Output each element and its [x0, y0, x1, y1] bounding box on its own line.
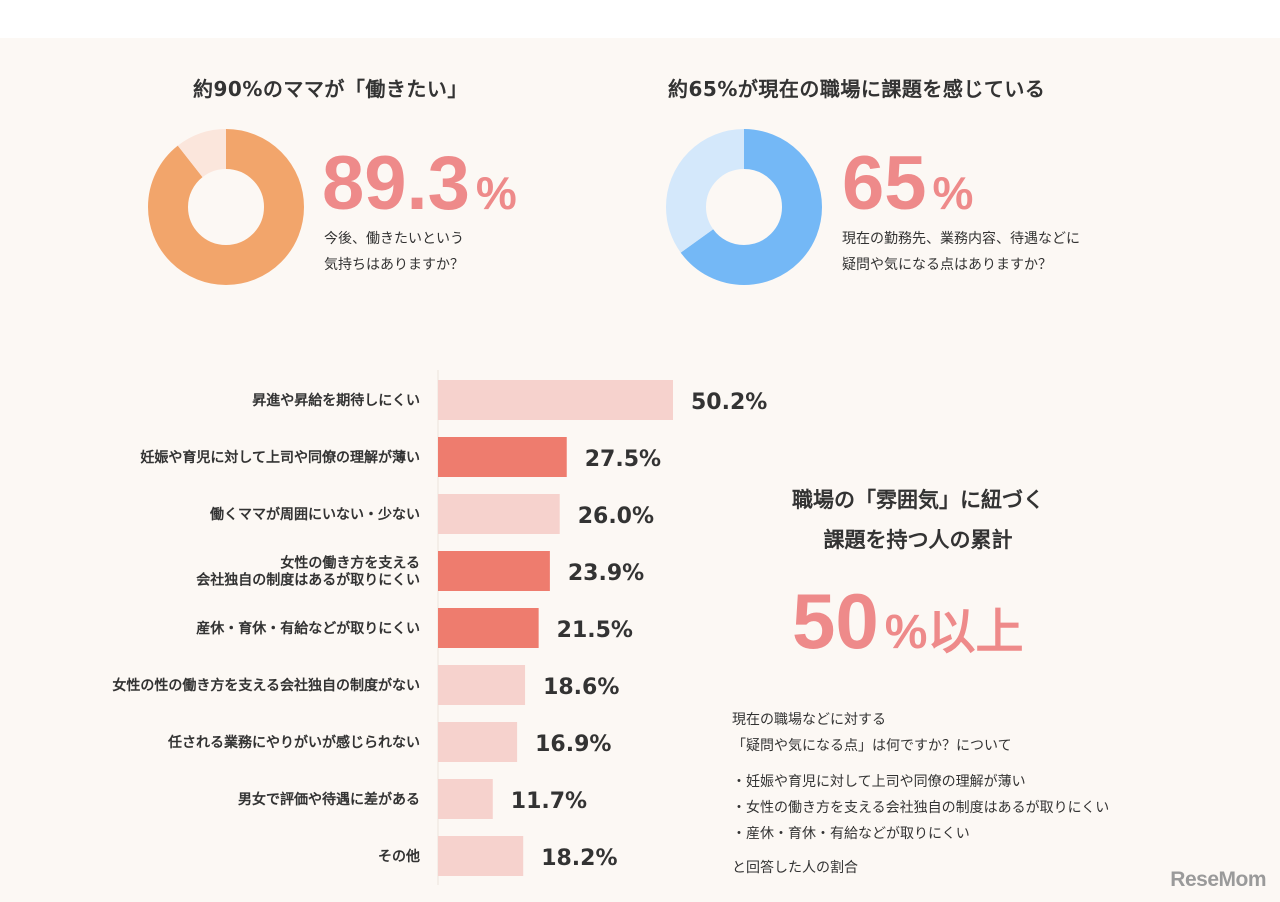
bar-value-label: 50.2%: [691, 390, 767, 415]
bar: [438, 836, 524, 876]
summary-title-line: 職場の「雰囲気」に紐づく: [792, 488, 1044, 512]
donut-right-value: 65%: [842, 146, 973, 222]
donut-left-description: 今後、働きたいという 気持ちはありますか？: [324, 226, 464, 278]
donut-right-desc-line: 疑問や気になる点はありますか？: [842, 257, 1052, 273]
summary-note-line: 「疑問や気になる点」は何ですか？について: [732, 738, 1012, 754]
bar-category-label: 女性の働き方を支える: [280, 555, 420, 572]
summary-footer: と回答した人の割合: [732, 860, 858, 876]
bar-value-label: 11.7%: [511, 789, 587, 814]
donut-chart-work-desire: [148, 129, 304, 285]
bar-category-label: 女性の性の働き方を支える会社独自の制度がない: [112, 677, 420, 694]
bar: [438, 551, 550, 591]
bar: [438, 494, 560, 534]
donut-right-slice-1: [666, 129, 822, 285]
infographic-panel: [0, 38, 1280, 902]
summary-big-suffix: 以上: [927, 604, 1024, 660]
bar-value-label: 18.2%: [541, 846, 617, 871]
bar-value-label: 26.0%: [578, 504, 654, 529]
bar: [438, 380, 673, 420]
donut-left-value-unit: %: [475, 167, 517, 219]
bar-value-label: 27.5%: [585, 447, 661, 472]
bar-category-label: 妊娠や育児に対して上司や同僚の理解が薄い: [140, 449, 420, 466]
donut-left-slice-0: [148, 129, 304, 285]
bar-value-label: 16.9%: [535, 732, 611, 757]
donut-left-value: 89.3%: [322, 146, 517, 222]
summary-title-line: 課題を持つ人の累計: [823, 528, 1013, 552]
bar-category-label: 働くママが周囲にいない・少ない: [209, 506, 420, 523]
summary-title: 職場の「雰囲気」に紐づく 課題を持つ人の累計: [738, 480, 1098, 560]
donut-chart-workplace-issues: [666, 129, 822, 285]
summary-bullet: ・妊娠や育児に対して上司や同僚の理解が薄い: [732, 774, 1026, 790]
bar-category-label: 昇進や昇給を期待しにくい: [252, 392, 420, 409]
summary-big-number: 50: [792, 577, 879, 665]
bar: [438, 722, 518, 762]
resemom-logo: ReseMom: [1170, 868, 1266, 891]
workplace-issues-bar-chart: 50.2% 昇進や昇給を期待しにくい 27.5% 妊娠や育児に対して上司や同僚の理解が…: [112, 370, 767, 885]
donut-right-description: 現在の勤務先、業務内容、待遇などに 疑問や気になる点はありますか？: [842, 226, 1080, 278]
summary-bullet: ・女性の働き方を支える会社独自の制度はあるが取りにくい: [732, 800, 1110, 816]
summary-note-line: 現在の職場などに対する: [732, 712, 886, 728]
donut-left-value-number: 89.3: [322, 141, 470, 226]
summary-big-value: 50 %以上: [792, 582, 1023, 660]
bar: [438, 437, 567, 477]
donut-left-title: 約90%のママが「働きたい」: [193, 77, 468, 101]
donut-left-desc-line: 今後、働きたいという: [324, 231, 464, 247]
bar-category-label: 男女で評価や待遇に差がある: [238, 791, 420, 808]
summary-bullet: ・産休・育休・有給などが取りにくい: [732, 826, 970, 842]
donut-left-desc-line: 気持ちはありますか？: [324, 257, 464, 273]
donut-right-title: 約65%が現在の職場に課題を感じている: [668, 77, 1046, 101]
bar-category-label: 産休・育休・有給などが取りにくい: [196, 620, 420, 637]
bar-value-label: 23.9%: [568, 561, 644, 586]
donut-left-slice-1: [148, 129, 304, 285]
donut-right-desc-line: 現在の勤務先、業務内容、待遇などに: [842, 231, 1080, 247]
bar-value-label: 21.5%: [557, 618, 633, 643]
bar-value-label: 18.6%: [543, 675, 619, 700]
summary-big-unit: %: [884, 606, 928, 659]
bar-category-label: その他: [378, 848, 420, 865]
bar-category-label: 会社独自の制度はあるが取りにくい: [196, 572, 420, 589]
bar: [438, 665, 526, 705]
bar-category-label: 任される業務にやりがいが感じられない: [167, 734, 420, 751]
donut-right-value-number: 65: [842, 141, 927, 226]
donut-right-value-unit: %: [932, 167, 974, 219]
bar: [438, 608, 539, 648]
bar: [438, 779, 493, 819]
